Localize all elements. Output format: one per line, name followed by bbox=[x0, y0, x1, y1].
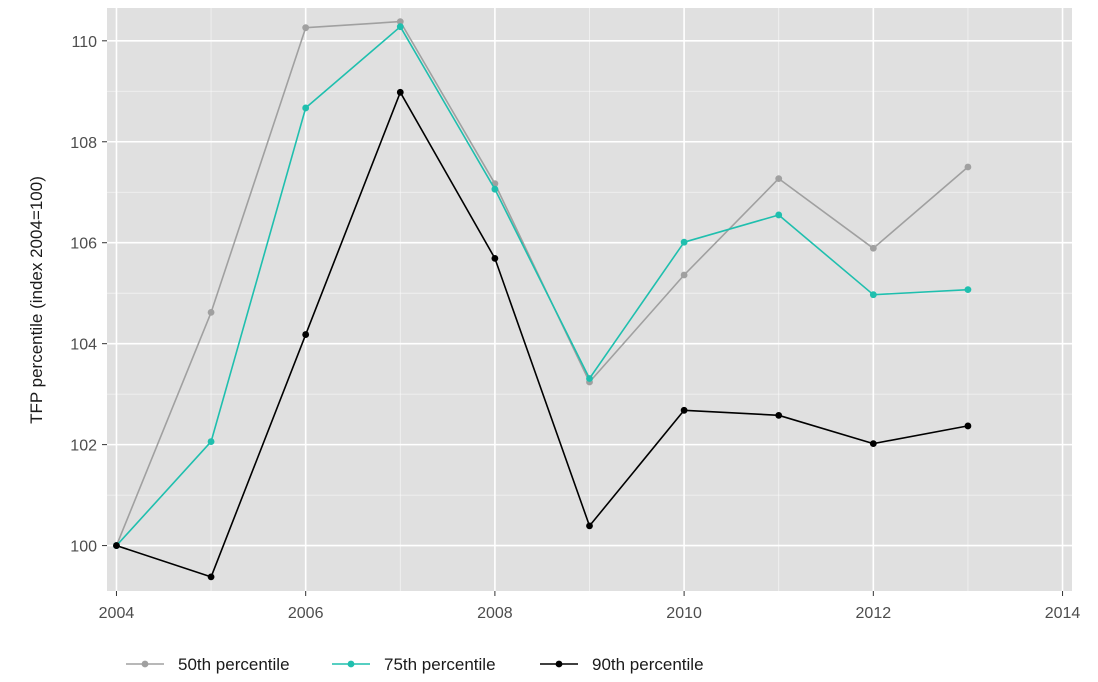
legend-key-point bbox=[141, 660, 149, 668]
data-point bbox=[775, 411, 783, 419]
series-line bbox=[115, 25, 968, 547]
data-point bbox=[302, 24, 310, 32]
data-point bbox=[207, 308, 215, 316]
legend-item: 75th percentile bbox=[332, 655, 496, 674]
data-point bbox=[680, 406, 688, 414]
data-point bbox=[964, 422, 972, 430]
data-point bbox=[491, 185, 499, 193]
data-point bbox=[396, 18, 404, 26]
x-tick-label: 2012 bbox=[856, 605, 892, 622]
legend-item: 90th percentile bbox=[540, 655, 704, 674]
series-3 bbox=[113, 88, 972, 581]
legend-label: 75th percentile bbox=[384, 655, 496, 674]
legend-label: 50th percentile bbox=[178, 655, 290, 674]
x-tick-label: 2006 bbox=[288, 605, 324, 622]
y-axis-title: TFP percentile (index 2004=100) bbox=[27, 176, 46, 424]
legend: 50th percentile 75th percentile 90th perce… bbox=[126, 655, 704, 674]
data-point bbox=[775, 175, 783, 183]
y-tick-label: 108 bbox=[70, 135, 97, 152]
x-axis: 2004 2006 2008 2010 2012 2014 bbox=[99, 591, 1081, 622]
data-point bbox=[869, 244, 877, 252]
x-tick-label: 2008 bbox=[477, 605, 513, 622]
x-tick-label: 2010 bbox=[666, 605, 702, 622]
x-tick-label: 2014 bbox=[1045, 605, 1081, 622]
series-line bbox=[116, 91, 969, 578]
data-point bbox=[869, 291, 877, 299]
y-tick-label: 104 bbox=[70, 337, 97, 354]
y-tick-label: 110 bbox=[71, 34, 97, 51]
series-layer bbox=[113, 18, 972, 581]
y-tick-label: 102 bbox=[70, 438, 97, 455]
data-point bbox=[680, 271, 688, 279]
data-point bbox=[207, 573, 215, 581]
legend-key-point bbox=[555, 660, 563, 668]
legend-key-point bbox=[347, 660, 355, 668]
data-point bbox=[396, 23, 404, 31]
data-point bbox=[113, 542, 120, 549]
y-tick-label: 100 bbox=[70, 539, 97, 556]
grid bbox=[107, 8, 1072, 591]
data-point bbox=[775, 211, 783, 219]
y-axis: 100 102 104 106 108 110 bbox=[70, 34, 107, 556]
data-point bbox=[396, 88, 404, 96]
data-point bbox=[302, 331, 310, 338]
data-point bbox=[964, 163, 972, 171]
data-point bbox=[302, 104, 310, 112]
data-point bbox=[491, 254, 499, 262]
legend-item: 50th percentile bbox=[126, 655, 290, 674]
data-point bbox=[586, 375, 593, 382]
x-tick-label: 2004 bbox=[99, 605, 135, 622]
legend-label: 90th percentile bbox=[592, 655, 704, 674]
data-point bbox=[207, 438, 215, 445]
data-point bbox=[680, 238, 688, 246]
y-tick-label: 106 bbox=[70, 236, 97, 253]
data-point bbox=[964, 286, 972, 294]
data-point bbox=[586, 522, 593, 530]
data-point bbox=[869, 440, 877, 448]
